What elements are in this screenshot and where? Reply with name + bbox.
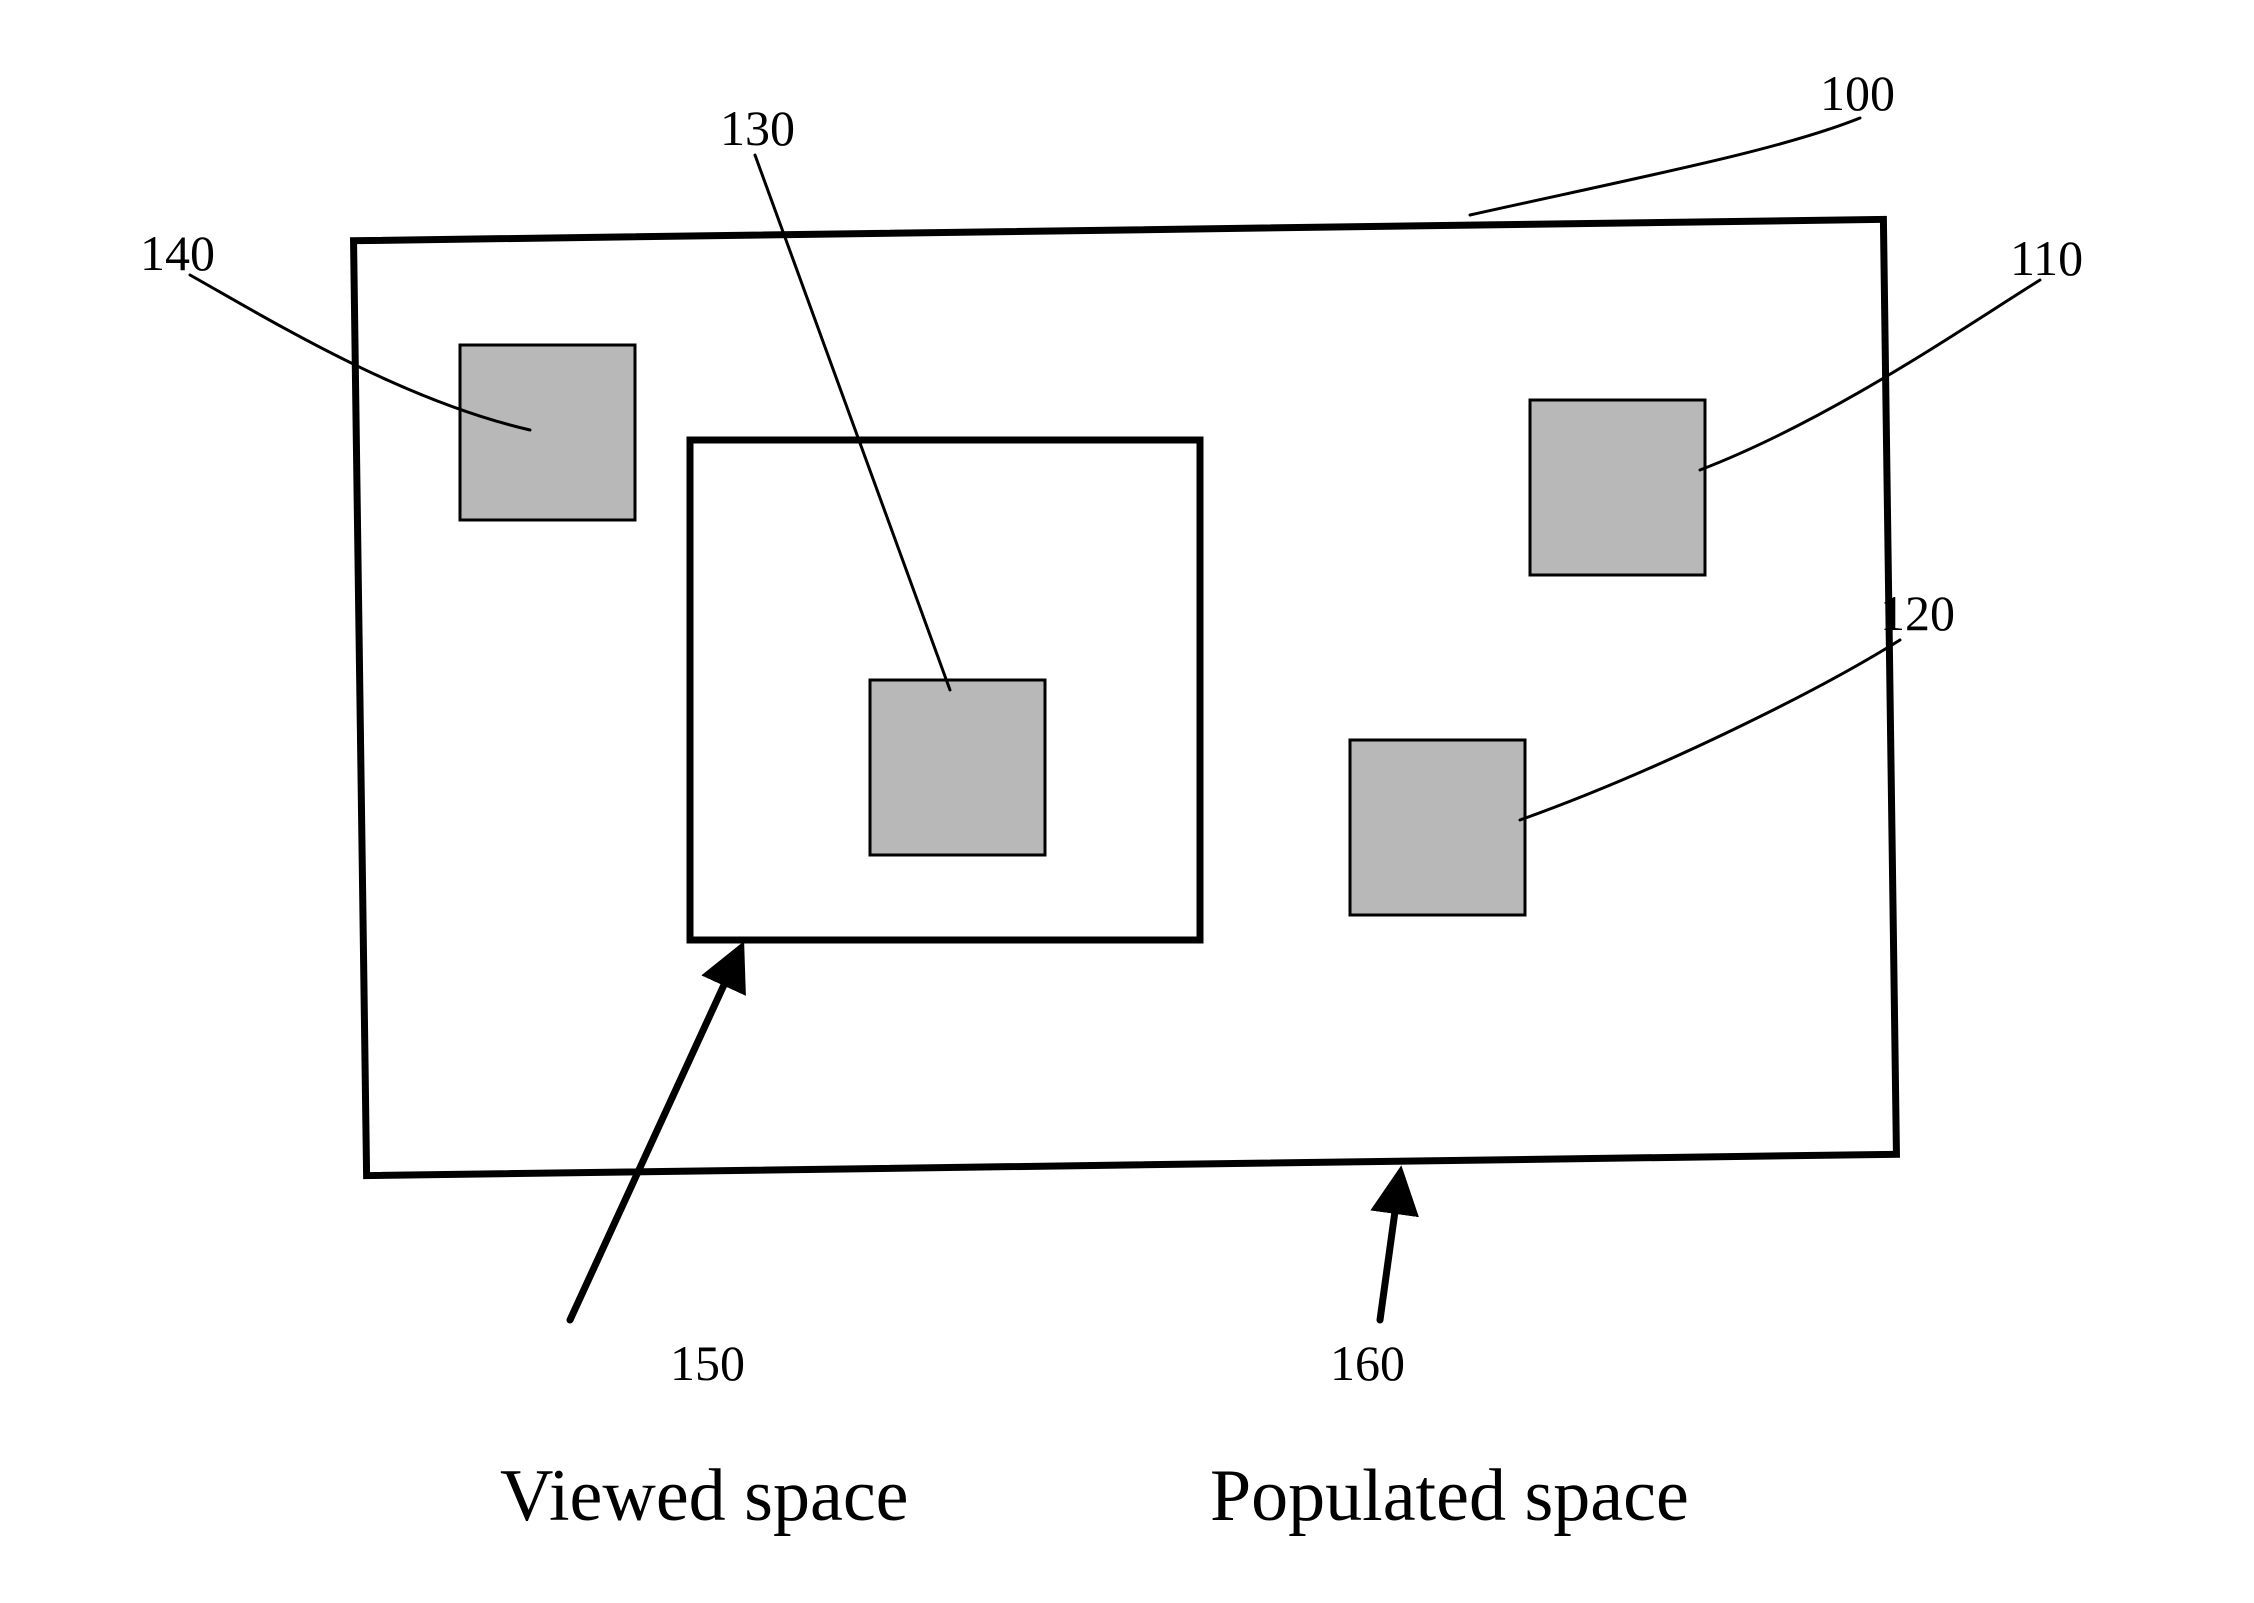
object-box-b110: [1530, 400, 1705, 575]
ref-label-140: 140: [140, 225, 215, 281]
leader-line: [1470, 118, 1860, 215]
ref-label-110: 110: [2010, 230, 2083, 286]
ref-label-120: 120: [1880, 585, 1955, 641]
arrow-a150: [570, 950, 740, 1320]
object-box-b140: [460, 345, 635, 520]
footer-label-populated: Populated space: [1210, 1455, 1689, 1537]
leader-line: [1700, 280, 2040, 470]
ref-label-160: 160: [1330, 1335, 1405, 1391]
object-box-b120: [1350, 740, 1525, 915]
ref-label-150: 150: [670, 1335, 745, 1391]
arrow-a160: [1380, 1175, 1400, 1320]
ref-label-130: 130: [720, 100, 795, 156]
leader-line: [1520, 640, 1900, 820]
object-box-b130: [870, 680, 1045, 855]
ref-label-100: 100: [1820, 65, 1895, 121]
footer-label-viewed: Viewed space: [500, 1455, 909, 1537]
